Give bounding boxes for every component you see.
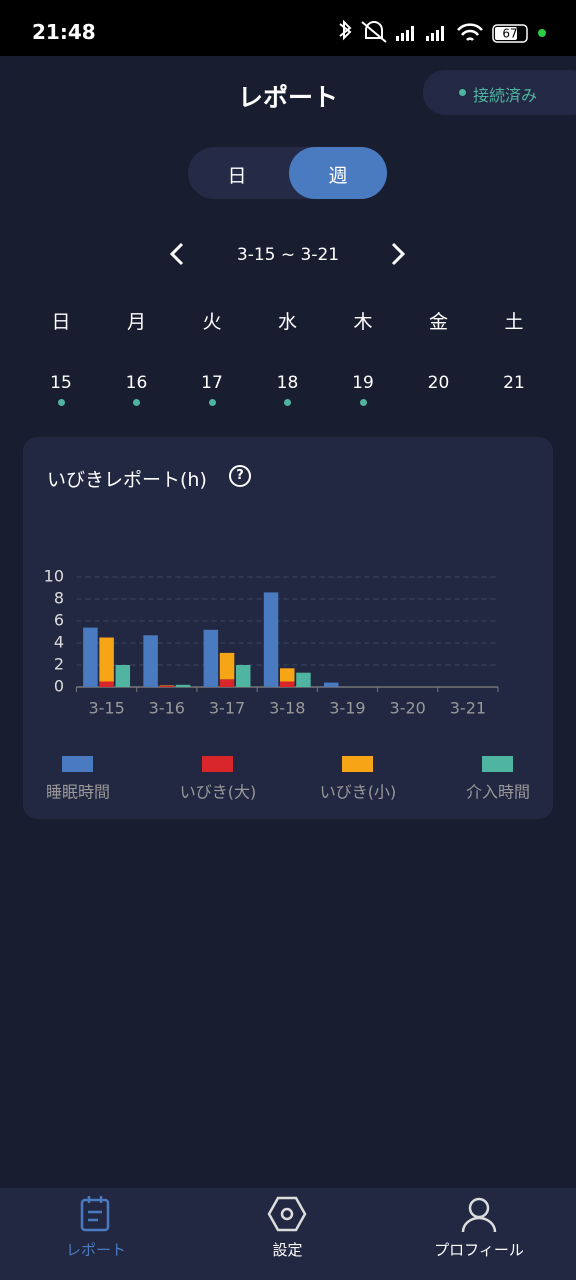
bar <box>83 627 98 687</box>
x-tick-label: 3-21 <box>450 699 486 718</box>
legend-swatch <box>482 756 513 772</box>
bar <box>280 668 295 682</box>
bar <box>159 685 175 687</box>
bar <box>175 684 191 687</box>
x-tick-label: 3-20 <box>390 699 426 718</box>
weekday: 火 <box>202 311 222 333</box>
help-icon[interactable]: ? <box>229 465 251 487</box>
weekday: 水 <box>277 311 298 333</box>
date[interactable]: 19 <box>352 373 374 393</box>
bar <box>159 685 175 686</box>
y-tick-label: 8 <box>54 589 64 608</box>
nav-item[interactable]: プロフィール <box>434 1241 524 1259</box>
toggle-label: 週 <box>328 165 348 187</box>
nav-icons <box>80 1196 497 1233</box>
weekday: 土 <box>504 311 524 333</box>
week-range: 3-15 ~ 3-21 <box>237 245 339 265</box>
bar <box>324 682 339 687</box>
connection-chip[interactable]: 接続済み <box>423 70 576 115</box>
week-nav: 3-15 ~ 3-21 <box>169 242 406 266</box>
weekday: 金 <box>428 311 449 333</box>
bar <box>99 681 114 687</box>
battery: 67 <box>502 27 517 41</box>
y-tick-label: 6 <box>54 611 64 630</box>
nav-item[interactable]: レポート <box>65 1241 127 1259</box>
toggle-option[interactable]: 週 <box>289 147 387 199</box>
date[interactable]: 16 <box>125 373 148 393</box>
data-dot <box>359 399 367 406</box>
status-icons: 67 <box>339 19 546 43</box>
time: 21:48 <box>32 20 96 44</box>
toggle-option[interactable]: 日 <box>188 147 286 199</box>
y-tick-label: 4 <box>54 633 64 652</box>
toggle-label: 日 <box>227 165 247 187</box>
date[interactable]: 18 <box>276 373 299 393</box>
data-dot <box>57 399 65 406</box>
bar <box>263 592 279 687</box>
data-dot <box>133 399 140 406</box>
legend-label: 睡眠時間 <box>46 783 110 802</box>
bar <box>280 681 295 687</box>
bar <box>115 665 131 687</box>
status-bar: 21:48 67 <box>0 0 576 56</box>
legend-swatch <box>342 756 373 772</box>
date[interactable]: 17 <box>201 373 223 393</box>
y-tick-label: 2 <box>54 655 64 674</box>
legend-label: いびき(小) <box>320 783 397 802</box>
legend-swatch <box>62 756 93 772</box>
next[interactable] <box>391 242 406 266</box>
x-tick-label: 3-19 <box>329 699 365 718</box>
legend-label: 介入時間 <box>466 783 530 802</box>
date[interactable]: 20 <box>427 373 450 393</box>
y-tick-label: 0 <box>54 677 64 696</box>
weekday: 木 <box>353 311 373 333</box>
page-title: レポート <box>237 83 339 112</box>
date[interactable]: 21 <box>503 373 525 393</box>
nav-item[interactable]: 設定 <box>272 1241 303 1259</box>
chart-title: いびきレポート(h) <box>47 469 207 491</box>
weekday: 日 <box>51 311 71 333</box>
bar <box>235 665 251 687</box>
legend-label: いびき(大) <box>180 783 257 802</box>
bar <box>143 635 158 687</box>
x-tick-label: 3-18 <box>269 699 305 718</box>
bar <box>219 652 235 680</box>
bar <box>296 672 311 687</box>
data-dot <box>284 399 291 406</box>
bar <box>219 679 235 687</box>
prev[interactable] <box>169 242 184 266</box>
weekday: 月 <box>126 311 147 333</box>
connection-status: 接続済み <box>473 86 538 105</box>
x-tick-label: 3-17 <box>209 699 245 718</box>
bar <box>203 629 219 687</box>
x-tick-label: 3-15 <box>88 699 124 718</box>
toggle: 日週 <box>188 147 387 199</box>
data-dot <box>208 399 216 406</box>
chart-card: いびきレポート(h) ? <box>23 437 553 819</box>
bottom-nav: レポート 設定 プロフィール <box>0 1188 576 1280</box>
x-tick-label: 3-16 <box>149 699 185 718</box>
date[interactable]: 15 <box>50 373 72 393</box>
bar <box>99 637 114 682</box>
legend-swatch <box>202 756 233 772</box>
y-tick-label: 10 <box>44 567 64 586</box>
chart: 0 2 4 6 8 10 3-15 3-16 3-17 3-18 3-19 3-20 3-21 睡眠時間 い… <box>44 567 530 802</box>
